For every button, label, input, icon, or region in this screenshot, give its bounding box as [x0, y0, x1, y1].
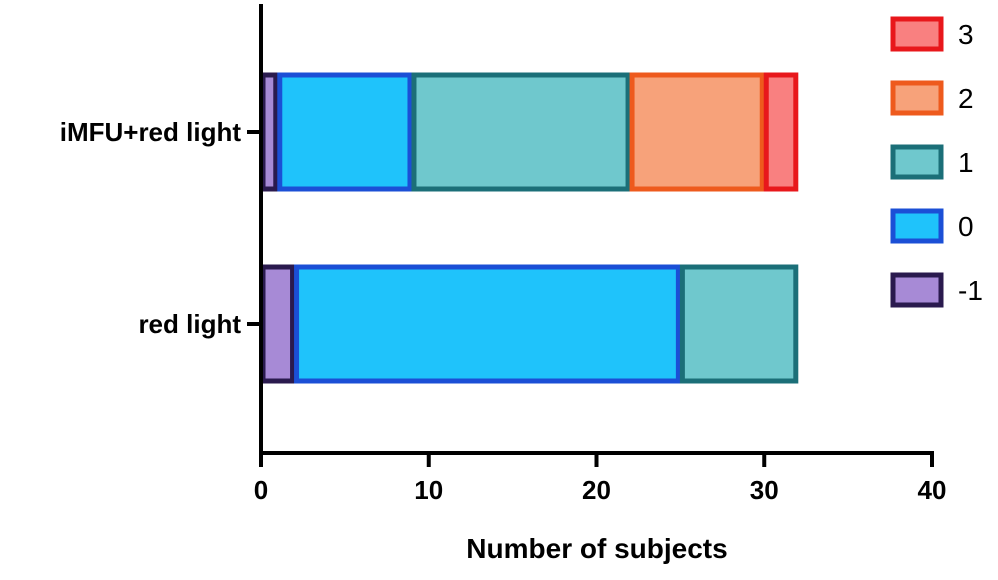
legend-swatch-3: [890, 16, 944, 52]
bar-imfu-red-light-series-2: [629, 72, 765, 192]
x-tick-label-10: 10: [414, 475, 443, 505]
legend-swatch--1: [890, 272, 944, 308]
legend: 3 2 1 0 -1: [890, 16, 983, 308]
legend-label-1: 1: [958, 147, 974, 178]
legend-swatch-1: [890, 144, 944, 180]
axes-group: 0 10 20 30 40 iMFU+red light red light: [60, 4, 947, 505]
x-axis-title: Number of subjects: [466, 533, 727, 564]
bar-red-light-series-1: [679, 264, 799, 384]
legend-label-3: 3: [958, 19, 974, 50]
legend-label-2: 2: [958, 83, 974, 114]
bar-imfu-red-light-series-1: [411, 72, 631, 192]
legend-swatch-0: [890, 208, 944, 244]
bar-imfu-red-light-series-0: [277, 72, 413, 192]
bar-imfu-red-light-series-3: [763, 72, 799, 192]
x-tick-label-0: 0: [254, 475, 268, 505]
y-category-label: iMFU+red light: [60, 117, 242, 147]
bar-red-light-series--1: [260, 264, 296, 384]
legend-label--1: -1: [958, 275, 983, 306]
legend-swatch-2: [890, 80, 944, 116]
legend-label-0: 0: [958, 211, 974, 242]
y-category-label: red light: [138, 309, 241, 339]
x-tick-label-30: 30: [750, 475, 779, 505]
bar-red-light-series-0: [294, 264, 681, 384]
x-tick-label-20: 20: [582, 475, 611, 505]
x-tick-label-40: 40: [918, 475, 947, 505]
bar-imfu-red-light-series--1: [260, 72, 279, 192]
bar-group: [260, 72, 799, 384]
